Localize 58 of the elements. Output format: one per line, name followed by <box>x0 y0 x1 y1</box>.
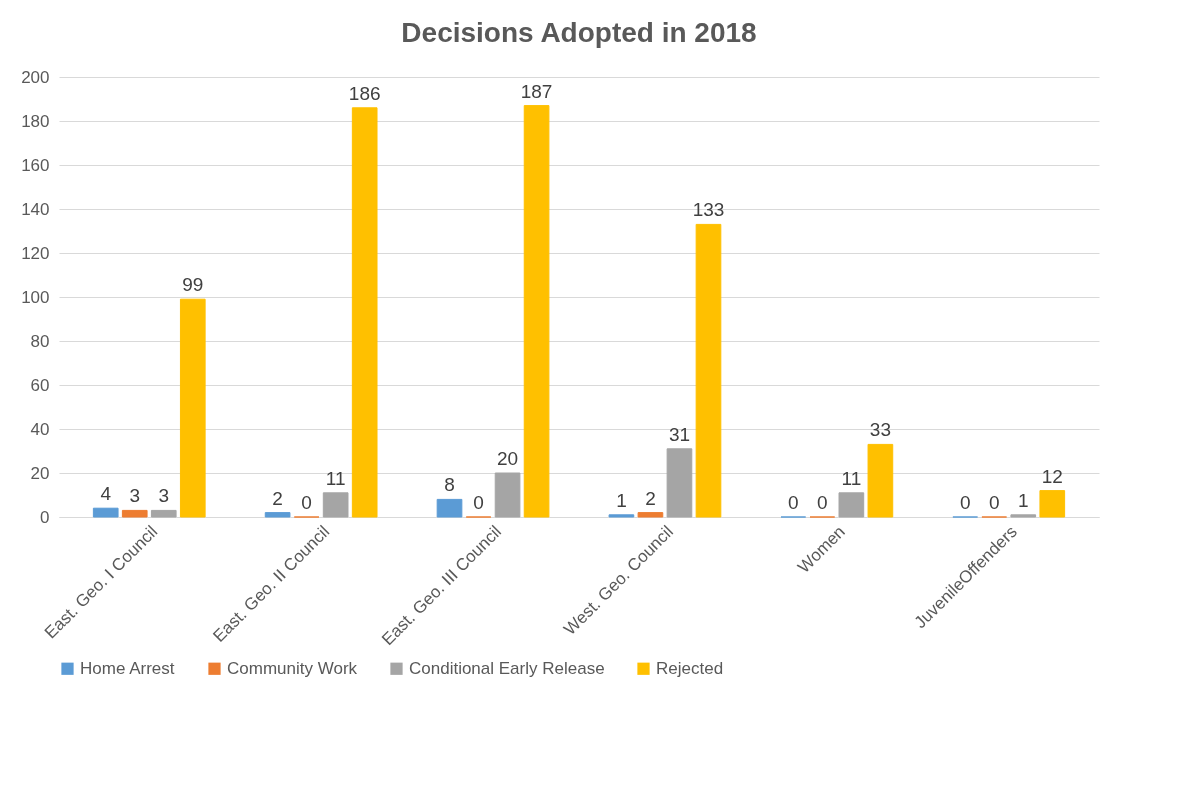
bar <box>179 298 206 518</box>
chart-title: Decisions Adopted in 2018 <box>401 17 757 48</box>
y-tick-label: 160 <box>21 155 50 175</box>
bar <box>1039 490 1066 518</box>
data-label: 3 <box>129 485 141 507</box>
bar <box>523 105 550 518</box>
bar <box>322 492 349 518</box>
data-label: 20 <box>496 448 519 469</box>
data-label: 8 <box>444 474 455 496</box>
data-label: 0 <box>988 492 1000 513</box>
legend-label: Rejected <box>656 658 724 678</box>
data-label: 11 <box>841 467 862 489</box>
data-label: 4 <box>100 483 112 505</box>
legend-label: Conditional Early Release <box>409 658 605 678</box>
bar <box>695 223 722 518</box>
bar <box>92 507 119 518</box>
data-label: 0 <box>301 492 312 513</box>
y-tick-label: 140 <box>21 199 50 219</box>
data-label: 0 <box>788 492 799 513</box>
data-label: 133 <box>692 199 725 221</box>
y-tick-label: 180 <box>21 111 50 131</box>
data-label: 2 <box>645 487 656 509</box>
y-tick-label: 100 <box>21 287 50 307</box>
data-label: 99 <box>182 274 204 296</box>
bar <box>494 472 521 518</box>
bar <box>838 492 865 518</box>
y-tick-label: 80 <box>30 331 50 351</box>
data-label: 0 <box>473 492 484 513</box>
data-label: 1 <box>616 489 627 511</box>
bar <box>351 107 378 518</box>
y-tick-label: 20 <box>30 463 50 483</box>
data-label: 1 <box>1017 489 1029 511</box>
data-label: 31 <box>668 423 691 445</box>
data-label: 2 <box>272 487 283 509</box>
y-tick-label: 60 <box>30 375 50 395</box>
y-tick-label: 40 <box>30 419 50 439</box>
data-label: 3 <box>158 485 170 507</box>
bar <box>637 512 664 518</box>
bar <box>608 514 635 518</box>
bar <box>867 443 894 518</box>
y-tick-label: 200 <box>21 67 50 87</box>
data-label: 11 <box>325 467 346 489</box>
bar <box>436 498 463 518</box>
bar <box>1010 514 1037 518</box>
data-label: 0 <box>959 492 971 513</box>
y-tick-label: 120 <box>21 243 50 263</box>
bar <box>264 512 291 518</box>
data-label: 187 <box>520 80 553 102</box>
y-tick-label: 0 <box>40 507 50 527</box>
data-label: 186 <box>348 82 381 104</box>
data-label: 0 <box>817 492 828 513</box>
legend-label: Community Work <box>227 658 358 678</box>
bar <box>666 448 693 518</box>
bar <box>121 509 148 518</box>
bar <box>150 509 177 518</box>
data-label: 12 <box>1041 465 1063 487</box>
data-label: 33 <box>869 419 891 441</box>
legend-label: Home Arrest <box>80 658 175 678</box>
